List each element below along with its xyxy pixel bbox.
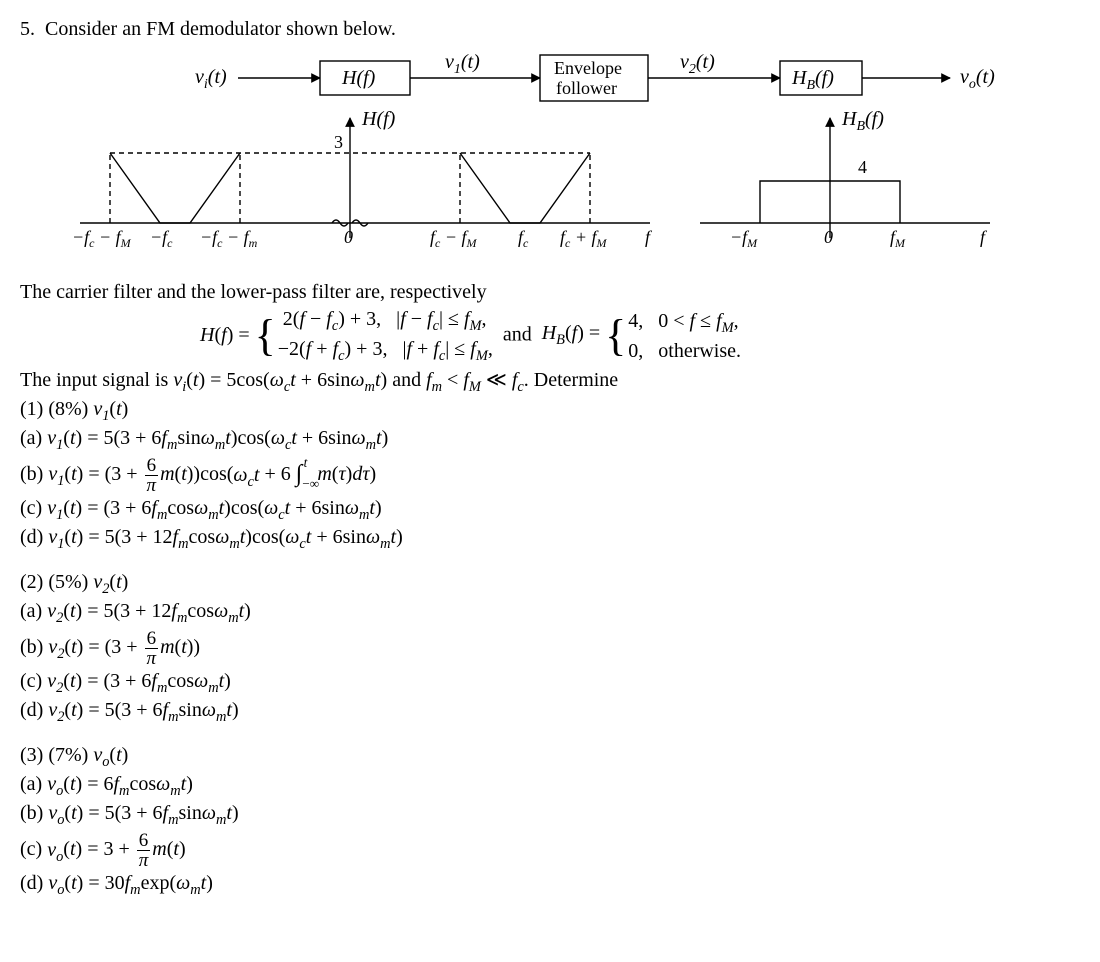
q2-a: (a) v2(t) = 5(3 + 12fmcosωmt)	[20, 600, 1080, 627]
fm-demod-diagram: vi(t) H(f) v1(t) Envelope follower v2(t)…	[20, 43, 1080, 273]
svg-text:−fM: −fM	[730, 227, 758, 250]
frac-den: π	[137, 851, 151, 870]
diagram-container: vi(t) H(f) v1(t) Envelope follower v2(t)…	[20, 43, 1080, 279]
joiner: and	[503, 323, 532, 345]
block-chain: vi(t) H(f) v1(t) Envelope follower v2(t)…	[195, 51, 995, 101]
q3-b: (b) vo(t) = 5(3 + 6fmsinωmt)	[20, 802, 1080, 829]
svg-text:follower: follower	[556, 78, 617, 98]
svg-text:f: f	[980, 227, 988, 247]
HB-row2: 0, otherwise.	[628, 340, 741, 362]
brace-icon: {	[255, 318, 276, 353]
q3-d: (d) vo(t) = 30fmexp(ωmt)	[20, 872, 1080, 899]
H-piecewise: { 2(f − fc) + 3, |f − fc| ≤ fM, −2(f + f…	[255, 306, 493, 365]
svg-text:vi(t): vi(t)	[195, 66, 227, 92]
q1-b: (b) v1(t) = (3 + 6πm(t))cos(ωct + 6 ∫−∞t…	[20, 456, 1080, 495]
HB-lhs: HB(f) =	[542, 322, 600, 349]
svg-text:v2(t): v2(t)	[680, 51, 715, 77]
frac-den: π	[145, 649, 159, 668]
svg-text:0: 0	[824, 227, 833, 247]
input-signal: The input signal is vi(t) = 5cos(ωct + 6…	[20, 367, 1080, 396]
q2-heading: (2) (5%) v2(t)	[20, 571, 1080, 598]
svg-text:H(f): H(f)	[361, 108, 396, 130]
q1-a: (a) v1(t) = 5(3 + 6fmsinωmt)cos(ωct + 6s…	[20, 427, 1080, 454]
svg-text:vo(t): vo(t)	[960, 66, 995, 92]
frac-den: π	[145, 476, 159, 495]
q1-heading: (1) (8%) v1(t)	[20, 398, 1080, 425]
svg-text:v1(t): v1(t)	[445, 51, 480, 77]
q2-b: (b) v2(t) = (3 + 6πm(t))	[20, 629, 1080, 668]
H-row1: 2(f − fc) + 3, |f − fc| ≤ fM,	[278, 308, 487, 330]
svg-text:fc − fM: fc − fM	[430, 227, 478, 250]
svg-text:−fc − fM: −fc − fM	[72, 227, 132, 250]
q1-d: (d) v1(t) = 5(3 + 12fmcosωmt)cos(ωct + 6…	[20, 526, 1080, 553]
svg-text:f: f	[645, 227, 653, 247]
H-row2: −2(f + fc) + 3, |f + fc| ≤ fM,	[278, 338, 493, 360]
frac-num: 6	[137, 831, 151, 851]
svg-text:0: 0	[344, 227, 353, 247]
right-plot: HB(f) 4 −fM 0 fM f	[700, 108, 990, 250]
HB-piecewise: { 4, 0 < f ≤ fM, 0, otherwise.	[605, 308, 741, 364]
q3-heading: (3) (7%) vo(t)	[20, 744, 1080, 771]
q1-c: (c) v1(t) = (3 + 6fmcosωmt)cos(ωct + 6si…	[20, 497, 1080, 524]
svg-text:Envelope: Envelope	[554, 58, 622, 78]
svg-text:4: 4	[858, 157, 867, 177]
question-prompt: 5. Consider an FM demodulator shown belo…	[20, 18, 1080, 41]
filter-definitions: H(f) = { 2(f − fc) + 3, |f − fc| ≤ fM, −…	[20, 306, 1080, 365]
svg-text:fM: fM	[890, 227, 906, 250]
q2-c: (c) v2(t) = (3 + 6fmcosωmt)	[20, 670, 1080, 697]
brace-icon: {	[605, 318, 626, 353]
svg-text:3: 3	[334, 132, 343, 152]
determine-text: Determine	[534, 369, 618, 391]
frac-num: 6	[145, 456, 159, 476]
question-number: 5.	[20, 18, 35, 40]
svg-text:HB(f): HB(f)	[841, 108, 884, 134]
q3-c: (c) vo(t) = 3 + 6πm(t)	[20, 831, 1080, 870]
input-a: The input signal is	[20, 369, 173, 391]
HB-row1: 4, 0 < f ≤ fM,	[628, 310, 738, 332]
q3-a: (a) vo(t) = 6fmcosωmt)	[20, 773, 1080, 800]
H-lhs: H(f) =	[200, 324, 250, 347]
prompt-text: Consider an FM demodulator shown below.	[45, 18, 396, 40]
input-b: and	[392, 369, 426, 391]
svg-text:−fc: −fc	[150, 227, 173, 250]
frac-num: 6	[145, 629, 159, 649]
svg-text:H(f): H(f)	[341, 67, 376, 89]
svg-text:−fc − fm: −fc − fm	[200, 227, 258, 250]
q2-d: (d) v2(t) = 5(3 + 6fmsinωmt)	[20, 699, 1080, 726]
filter-intro: The carrier filter and the lower-pass fi…	[20, 281, 1080, 304]
svg-text:fc: fc	[518, 227, 529, 250]
svg-text:fc + fM: fc + fM	[560, 227, 608, 250]
left-plot: H(f) 3 −fc − fM −fc −fc − fm 0 fc − fM f…	[72, 108, 653, 250]
